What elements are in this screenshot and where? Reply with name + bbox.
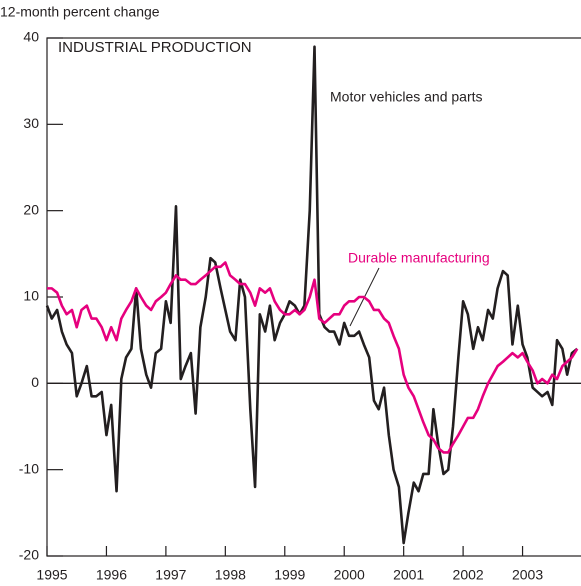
y-tick-label: 20 (23, 201, 39, 217)
y-tick-label: -20 (19, 547, 39, 563)
x-tick-label: 1998 (215, 567, 246, 583)
x-tick-label: 2001 (393, 567, 424, 583)
y-tick-label: 10 (23, 288, 39, 304)
y-tick-label: -10 (19, 460, 39, 476)
x-tick-label: 2003 (512, 567, 543, 583)
x-tick-label: 1999 (274, 567, 305, 583)
y-tick-label: 30 (23, 115, 39, 131)
series-annotation: Motor vehicles and parts (330, 89, 483, 105)
x-tick-label: 1997 (155, 567, 186, 583)
x-tick-label: 1995 (36, 567, 67, 583)
chart-title: INDUSTRIAL PRODUCTION (58, 39, 252, 56)
series-line (47, 261, 579, 454)
series-line (45, 45, 579, 545)
y-axis-label: 12-month percent change (0, 4, 160, 20)
y-tick-label: 0 (31, 374, 39, 390)
series-annotation: Durable manufacturing (348, 250, 490, 266)
x-tick-label: 2002 (453, 567, 484, 583)
x-tick-label: 2000 (334, 567, 365, 583)
x-tick-label: 1996 (96, 567, 127, 583)
y-tick-label: 40 (23, 29, 39, 45)
plot-frame (46, 37, 581, 557)
